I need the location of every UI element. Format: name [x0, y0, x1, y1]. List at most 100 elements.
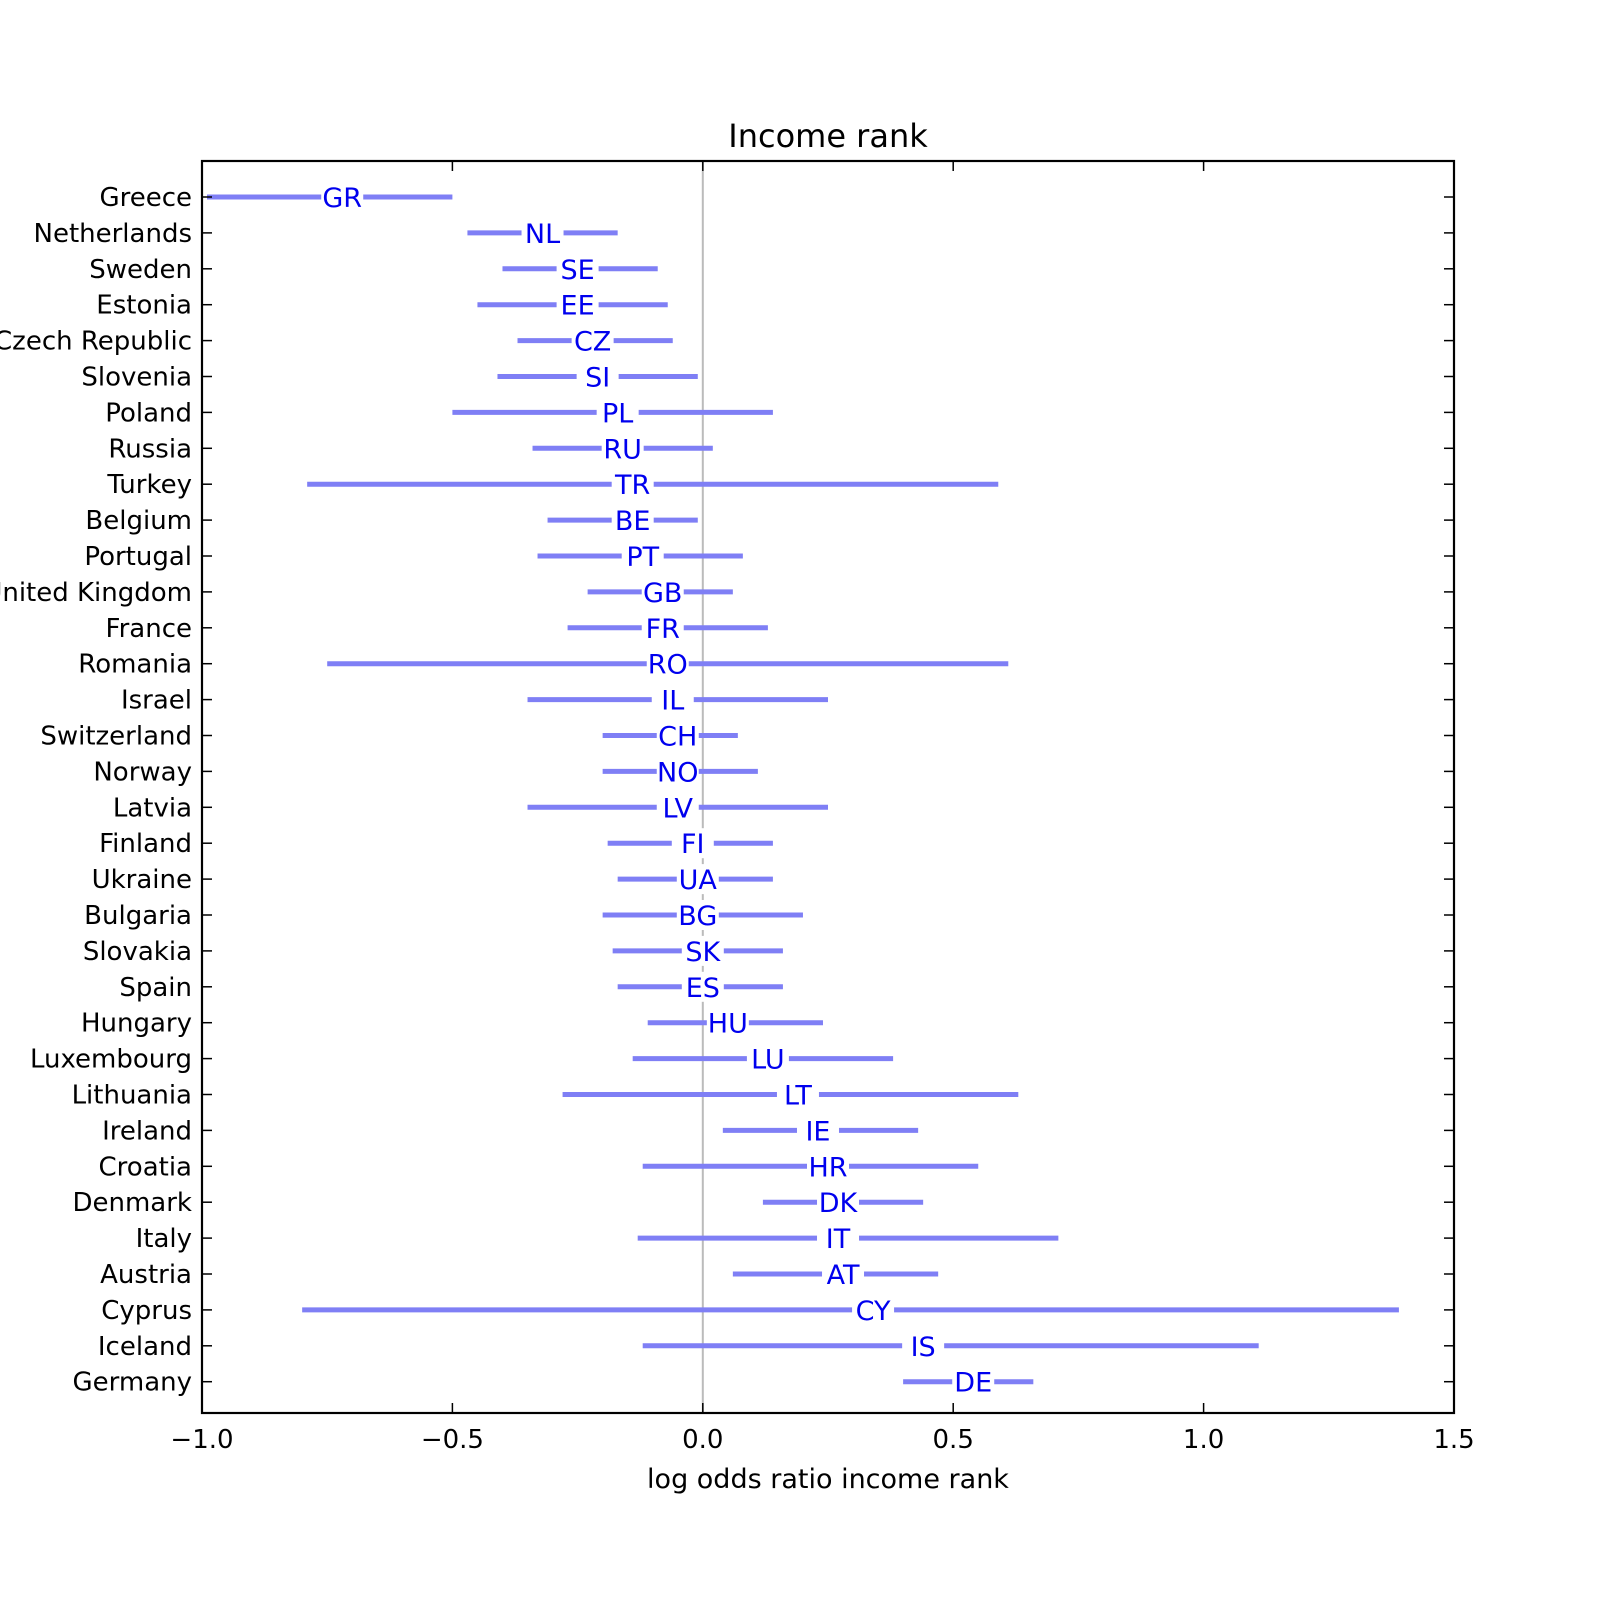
code-label-lt: LT — [784, 1081, 812, 1112]
x-tick-label: 0.5 — [933, 1425, 974, 1455]
code-backing-ie — [796, 1115, 839, 1146]
country-label-ro: Romania — [78, 650, 192, 680]
country-label-fi: Finland — [99, 829, 192, 859]
x-tick-group — [201, 161, 1455, 1413]
code-label-no: NO — [657, 757, 698, 788]
code-backing-bg — [676, 900, 719, 930]
code-backing-no — [656, 756, 699, 787]
x-tick-label: 1.0 — [1183, 1425, 1224, 1455]
code-label-be: BE — [615, 506, 651, 537]
country-label-pl: Poland — [105, 398, 192, 428]
code-backing-se — [556, 253, 599, 284]
code-backing-hr — [807, 1151, 849, 1182]
country-label-gb: United Kingdom — [0, 578, 192, 608]
country-label-be: Belgium — [85, 506, 192, 536]
code-backing-hu — [706, 1007, 749, 1038]
code-backing-nl — [521, 217, 564, 248]
code-backing-il — [651, 684, 694, 715]
country-label-si: Slovenia — [81, 363, 192, 393]
code-label-fi: FI — [681, 829, 705, 860]
country-label-it: Italy — [136, 1224, 192, 1254]
code-label-lv: LV — [662, 793, 693, 824]
code-label-pt: PT — [626, 542, 659, 573]
country-label-at: Austria — [100, 1260, 192, 1290]
country-label-gr: Greece — [99, 183, 192, 213]
country-label-pt: Portugal — [84, 542, 192, 572]
code-backing-is — [902, 1330, 945, 1361]
code-backing-ro — [646, 648, 689, 679]
code-backing-gr — [321, 182, 364, 212]
code-backing-ua — [676, 864, 719, 895]
country-label-de: Germany — [72, 1368, 192, 1398]
code-label-ro: RO — [648, 650, 688, 681]
code-backing-lt — [776, 1079, 819, 1110]
code-label-il: IL — [661, 686, 684, 717]
code-backing-de — [952, 1366, 995, 1397]
code-label-lu: LU — [751, 1045, 784, 1076]
code-backing-pl — [596, 397, 639, 428]
country-label-ie: Ireland — [102, 1116, 192, 1146]
code-label-bg: BG — [678, 901, 717, 932]
code-backing-cz — [571, 325, 614, 356]
country-label-ru: Russia — [108, 434, 192, 464]
code-label-ru: RU — [603, 434, 642, 465]
code-label-dk: DK — [819, 1188, 859, 1219]
country-label-hu: Hungary — [81, 1009, 192, 1039]
y-tick-group — [202, 196, 1454, 1383]
code-backing-be — [611, 505, 654, 536]
country-label-is: Iceland — [98, 1332, 192, 1362]
code-backing-dk — [817, 1187, 860, 1218]
code-label-ie: IE — [805, 1116, 830, 1147]
country-label-ee: Estonia — [96, 291, 192, 321]
code-backing-es — [681, 971, 724, 1002]
code-backing-lv — [656, 792, 699, 823]
code-label-si: SI — [585, 363, 610, 394]
code-label-nl: NL — [525, 219, 560, 250]
code-backing-tr — [611, 469, 654, 500]
code-backing-it — [817, 1223, 860, 1254]
country-label-lv: Latvia — [113, 793, 192, 823]
code-backing-si — [576, 361, 619, 392]
code-label-sk: SK — [685, 937, 721, 968]
plot-frame — [200, 159, 1456, 1415]
code-label-pl: PL — [602, 398, 633, 429]
x-axis-title: log odds ratio income rank — [647, 1464, 1009, 1495]
code-backing-lu — [746, 1043, 789, 1074]
code-backing-ch — [656, 720, 699, 751]
code-label-hr: HR — [808, 1152, 847, 1183]
country-label-no: Norway — [93, 757, 192, 787]
country-label-nl: Netherlands — [34, 219, 193, 249]
code-backing-ru — [601, 433, 644, 464]
x-tick-label: 1.5 — [1433, 1425, 1474, 1455]
x-tick-label: −1.0 — [170, 1425, 233, 1455]
country-label-fr: France — [106, 614, 192, 644]
country-label-cz: Czech Republic — [0, 327, 192, 357]
code-label-se: SE — [560, 255, 594, 286]
code-label-cz: CZ — [574, 327, 611, 358]
code-label-cy: CY — [856, 1296, 891, 1327]
code-backing-pt — [621, 541, 664, 571]
country-label-sk: Slovakia — [83, 937, 192, 967]
country-label-se: Sweden — [89, 255, 192, 285]
country-label-lu: Luxembourg — [30, 1045, 192, 1075]
code-backing-at — [822, 1259, 865, 1289]
country-label-bg: Bulgaria — [84, 901, 192, 931]
code-label-fr: FR — [646, 614, 680, 645]
code-backing-gb — [641, 576, 684, 607]
code-label-hu: HU — [708, 1009, 748, 1040]
country-label-cy: Cyprus — [101, 1296, 192, 1326]
country-label-ua: Ukraine — [92, 865, 192, 895]
code-label-ch: CH — [658, 722, 697, 753]
code-backing-fi — [671, 828, 714, 859]
code-backing-fr — [641, 612, 684, 643]
code-backing-sk — [681, 935, 724, 966]
country-label-il: Israel — [121, 686, 192, 716]
chart-title: Income rank — [728, 117, 928, 155]
code-label-it: IT — [826, 1224, 851, 1255]
country-label-hr: Croatia — [99, 1152, 192, 1182]
code-label-ee: EE — [561, 291, 595, 322]
code-label-de: DE — [954, 1368, 992, 1399]
